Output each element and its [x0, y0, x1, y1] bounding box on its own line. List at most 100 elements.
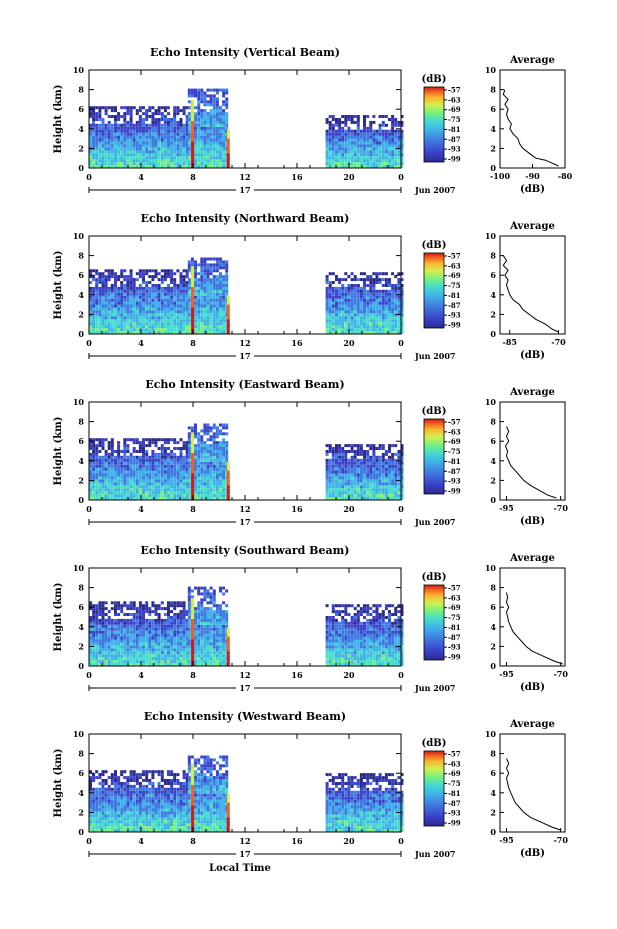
heatmap-cell — [206, 103, 210, 107]
heatmap-cell — [400, 467, 404, 471]
heatmap-cell — [138, 657, 142, 661]
heatmap-cell — [132, 630, 136, 634]
heatmap-cell — [397, 144, 401, 148]
heatmap-cell — [219, 275, 222, 279]
heatmap-cell — [179, 455, 183, 459]
heatmap-cell — [107, 627, 111, 631]
heatmap-cell — [215, 165, 219, 168]
heatmap-cell — [179, 482, 183, 486]
heatmap-cell — [226, 313, 230, 317]
heatmap-cell — [203, 423, 207, 427]
heatmap-cell — [212, 313, 216, 317]
heatmap-cell — [222, 307, 226, 311]
heatmap-cell — [101, 458, 105, 462]
heatmap-cell — [179, 289, 183, 293]
heatmap-cell — [197, 328, 201, 332]
heatmap-cell — [101, 153, 105, 157]
heatmap-cell — [200, 328, 204, 332]
heatmap-cell — [397, 301, 401, 305]
heatmap-cell — [157, 153, 161, 157]
heatmap-cell — [92, 310, 96, 314]
heatmap-cell — [215, 266, 219, 270]
heatmap-cell — [185, 284, 189, 287]
heatmap-cell — [225, 488, 229, 492]
heatmap-cell — [372, 464, 376, 468]
heatmap-cell — [219, 138, 222, 142]
heatmap-cell — [114, 476, 117, 480]
heatmap-cell — [129, 319, 133, 323]
heatmap-cell — [170, 129, 174, 133]
heatmap-cell — [206, 467, 210, 471]
heatmap-cell — [132, 633, 136, 637]
average-y-tick-label: 6 — [490, 104, 496, 114]
heatmap-cell — [132, 441, 136, 445]
heatmap-cell — [123, 144, 127, 148]
heatmap-cell — [206, 319, 210, 323]
heatmap-cell — [347, 307, 351, 311]
average-y-tick-label: 0 — [490, 495, 496, 505]
heatmap-cell — [203, 112, 207, 116]
heatmap-cell — [350, 319, 354, 323]
heatmap-cell — [182, 461, 186, 465]
heatmap-cell — [197, 263, 201, 267]
heatmap-cell — [173, 328, 177, 332]
heatmap-cell — [212, 286, 216, 290]
heatmap-cell — [107, 129, 111, 133]
heatmap-cell — [107, 485, 111, 489]
heatmap-cell — [163, 479, 167, 483]
heatmap-cell — [215, 144, 219, 148]
heatmap-cell — [170, 286, 174, 290]
heatmap-cell — [203, 473, 207, 477]
heatmap-cell — [123, 141, 127, 145]
x-tick-label: 20 — [343, 338, 355, 348]
heatmap-cell — [356, 494, 360, 498]
heatmap-cell — [347, 156, 351, 160]
heatmap-cell — [215, 109, 219, 113]
heatmap-cell — [372, 278, 376, 282]
heatmap-cell — [185, 281, 189, 284]
heatmap-cell — [179, 319, 183, 323]
heatmap-cell — [359, 289, 363, 293]
heatmap — [89, 586, 404, 666]
heatmap-cell — [226, 467, 230, 471]
heatmap-cell — [142, 642, 145, 646]
heatmap-cell — [185, 461, 189, 465]
heatmap-cell — [110, 663, 114, 666]
heatmap-cell — [132, 313, 136, 317]
heatmap-cell — [148, 461, 152, 465]
heatmap-cell — [375, 304, 379, 308]
heatmap-cell — [381, 479, 385, 483]
heatmap-cell — [391, 488, 395, 492]
heatmap-cell — [176, 289, 180, 293]
heatmap-cell — [215, 263, 219, 267]
heatmap-cell — [173, 162, 177, 166]
heatmap-cell — [206, 141, 210, 145]
heatmap-cell — [135, 441, 139, 445]
heatmap-cell — [372, 153, 376, 157]
heatmap-cell — [344, 304, 348, 308]
x-tick-label: 4 — [138, 172, 144, 182]
heatmap-cell — [110, 491, 114, 495]
heatmap-cell — [391, 452, 395, 456]
average-x-tick-label: -95 — [499, 503, 513, 513]
colorbar-tick-label: -93 — [448, 311, 461, 320]
heatmap-cell — [197, 272, 201, 276]
heatmap-cell — [160, 313, 164, 317]
heatmap-cell — [170, 452, 174, 456]
heatmap-cell — [135, 132, 139, 136]
heatmap-cell — [163, 109, 167, 113]
heatmap-cell — [138, 292, 142, 296]
heatmap-cell — [154, 295, 158, 299]
heatmap-cell — [182, 482, 186, 486]
colorbar-tick-label: -87 — [448, 301, 461, 310]
heatmap-cell — [148, 441, 152, 445]
heatmap-cell — [120, 141, 124, 145]
x-tick-label: 4 — [138, 338, 144, 348]
heatmap-cell — [331, 281, 335, 284]
heatmap-cell — [200, 310, 204, 314]
heatmap-cell — [142, 156, 145, 160]
heatmap-cell — [151, 648, 155, 652]
heatmap-cell — [194, 432, 197, 436]
heatmap-cell — [225, 123, 229, 127]
heatmap-cell — [215, 106, 219, 110]
